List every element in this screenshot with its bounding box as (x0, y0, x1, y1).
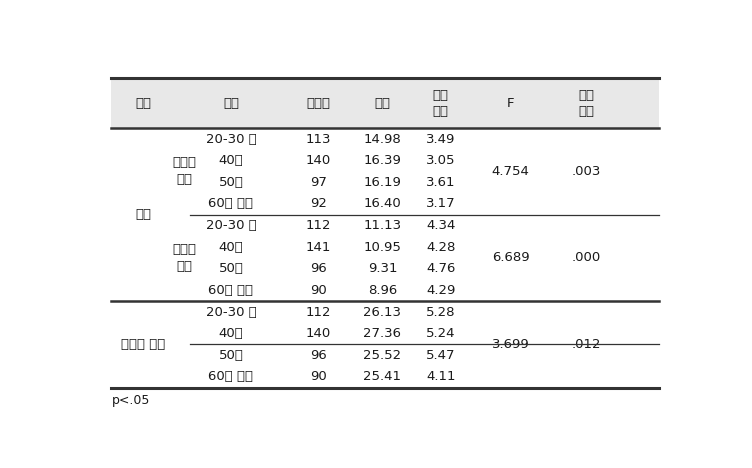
Text: 경험한 감정: 경험한 감정 (121, 338, 165, 351)
Text: 16.39: 16.39 (363, 154, 402, 167)
Text: 96: 96 (310, 262, 327, 275)
Text: 3.699: 3.699 (492, 338, 529, 351)
Text: 90: 90 (310, 284, 327, 297)
Text: 60대 이상: 60대 이상 (208, 197, 253, 211)
Text: 27.36: 27.36 (363, 327, 402, 340)
Text: 부정적
감정: 부정적 감정 (172, 243, 196, 273)
Text: 10.95: 10.95 (363, 241, 402, 254)
Text: 20-30 대: 20-30 대 (205, 306, 256, 319)
Text: 5.28: 5.28 (426, 306, 456, 319)
Text: 40대: 40대 (219, 241, 244, 254)
Text: 40대: 40대 (219, 327, 244, 340)
Bar (111, 78, 660, 128)
Text: 40대: 40대 (219, 154, 244, 167)
Text: 140: 140 (306, 154, 331, 167)
Text: .000: .000 (572, 251, 601, 264)
Text: 5.24: 5.24 (426, 327, 456, 340)
Text: 90: 90 (310, 370, 327, 383)
Text: 3.49: 3.49 (426, 132, 456, 146)
Text: 25.52: 25.52 (363, 349, 402, 362)
Text: 97: 97 (310, 176, 327, 189)
Text: 4.34: 4.34 (426, 219, 456, 232)
Text: 11.13: 11.13 (363, 219, 402, 232)
Text: 96: 96 (310, 349, 327, 362)
Text: 112: 112 (305, 219, 331, 232)
Text: 20-30 대: 20-30 대 (205, 132, 256, 146)
Text: 평균: 평균 (374, 96, 390, 110)
Text: F: F (507, 96, 514, 110)
Text: 5.47: 5.47 (426, 349, 456, 362)
Text: 113: 113 (305, 132, 331, 146)
Text: 4.754: 4.754 (492, 165, 529, 178)
Text: .003: .003 (572, 165, 601, 178)
Text: 3.05: 3.05 (426, 154, 456, 167)
Text: 50대: 50대 (219, 176, 244, 189)
Text: 3.17: 3.17 (426, 197, 456, 211)
Text: 4.11: 4.11 (426, 370, 456, 383)
Text: 6.689: 6.689 (492, 251, 529, 264)
Text: 9.31: 9.31 (368, 262, 397, 275)
Text: 사례수: 사례수 (306, 96, 330, 110)
Text: 유의
확률: 유의 확률 (578, 88, 595, 117)
Text: 16.19: 16.19 (363, 176, 402, 189)
Text: 구분: 구분 (135, 96, 152, 110)
Text: 112: 112 (305, 306, 331, 319)
Text: 3.61: 3.61 (426, 176, 456, 189)
Text: 14.98: 14.98 (364, 132, 402, 146)
Text: 20-30 대: 20-30 대 (205, 219, 256, 232)
Text: 8.96: 8.96 (368, 284, 397, 297)
Text: 50대: 50대 (219, 349, 244, 362)
Text: 140: 140 (306, 327, 331, 340)
Text: 표준
편차: 표준 편차 (432, 88, 449, 117)
Text: 26.13: 26.13 (363, 306, 402, 319)
Text: 92: 92 (310, 197, 327, 211)
Text: 60대 이상: 60대 이상 (208, 370, 253, 383)
Text: 4.76: 4.76 (426, 262, 456, 275)
Text: p<.05: p<.05 (111, 394, 150, 407)
Text: .012: .012 (572, 338, 601, 351)
Text: 감정: 감정 (135, 208, 152, 221)
Text: 60대 이상: 60대 이상 (208, 284, 253, 297)
Text: 4.28: 4.28 (426, 241, 456, 254)
Text: 16.40: 16.40 (364, 197, 402, 211)
Text: 4.29: 4.29 (426, 284, 456, 297)
Text: 연령: 연령 (223, 96, 239, 110)
Text: 25.41: 25.41 (363, 370, 402, 383)
Text: 긍정적
감정: 긍정적 감정 (172, 156, 196, 186)
Text: 50대: 50대 (219, 262, 244, 275)
Text: 141: 141 (306, 241, 331, 254)
